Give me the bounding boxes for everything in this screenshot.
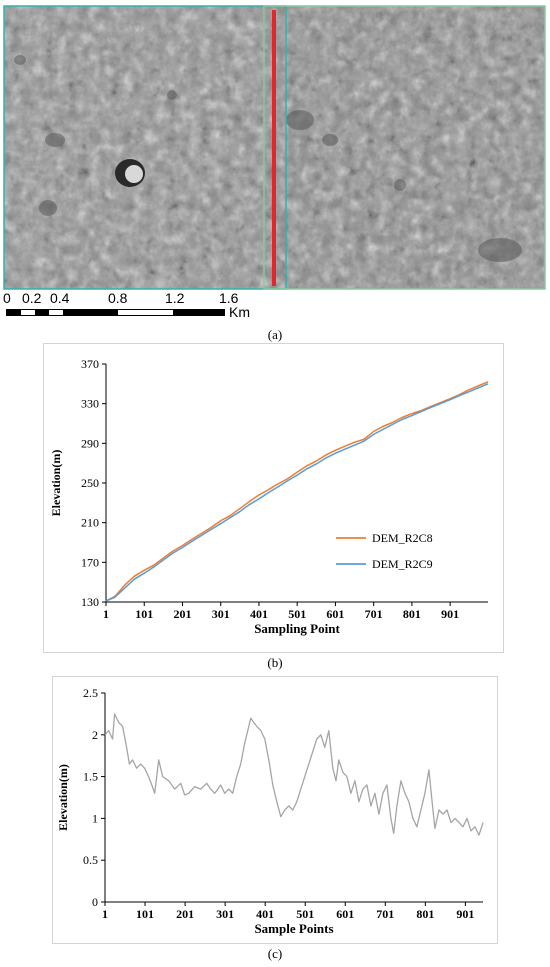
x-tick-label: 301 — [212, 607, 230, 621]
x-tick-label: 701 — [365, 607, 383, 621]
x-tick-label: 701 — [376, 907, 394, 921]
scale-tick-label: 1.6 — [219, 290, 239, 306]
chart-b: 130 170 210 250 290 330 370 1 101 201 301 401 501 601… — [49, 357, 489, 636]
scale-unit: Km — [229, 304, 250, 320]
y-tick-label: 0 — [92, 895, 98, 909]
x-tick-label: 1 — [103, 607, 109, 621]
dark-patches — [14, 55, 522, 262]
series-line-dem-r2c9 — [105, 383, 489, 602]
scale-bar: 0 0.2 0.4 0.8 1.2 1.6 Km — [0, 290, 280, 326]
caption-a: (a) — [267, 327, 283, 342]
y-tick-label: 2.5 — [83, 686, 98, 700]
y-tick-label: 330 — [81, 397, 99, 411]
x-tick-label: 601 — [336, 907, 354, 921]
scale-tick-label: 0.8 — [108, 290, 128, 306]
series-line-dem-r2c8 — [105, 381, 489, 602]
y-tick-label: 210 — [81, 516, 99, 530]
x-tick-label: 101 — [135, 607, 153, 621]
x-tick-label: 801 — [403, 607, 421, 621]
chart-b-frame: 130 170 210 250 290 330 370 1 101 201 301 401 501 601… — [43, 343, 504, 653]
series-line-1 — [104, 713, 484, 836]
x-tick-label: 901 — [456, 907, 474, 921]
caption-c: (c) — [267, 946, 283, 961]
x-tick-label: 801 — [416, 907, 434, 921]
chart-c-frame: 0 0.5 1 1.5 2 2.5 1 101 201 301 401 501 601 701 801 901… — [52, 676, 498, 944]
y-tick-label: 1.5 — [83, 770, 98, 784]
crater-large — [115, 159, 145, 187]
x-tick-label: 601 — [326, 607, 344, 621]
tile-left — [4, 6, 286, 289]
caption-b: (b) — [267, 655, 283, 670]
legend-label: DEM_R2C8 — [372, 531, 433, 545]
x-tick-label: 901 — [441, 607, 459, 621]
scale-tick-label: 1.2 — [165, 290, 185, 306]
scale-bar-segments — [6, 309, 225, 316]
lunar-terrain-image — [3, 5, 546, 290]
y-tick-label: 250 — [81, 476, 99, 490]
x-axis-label: Sampling Point — [254, 621, 340, 636]
x-tick-label: 401 — [256, 907, 274, 921]
scale-tick-label: 0.2 — [22, 290, 42, 306]
x-tick-label: 201 — [173, 607, 191, 621]
y-tick-label: 370 — [81, 357, 99, 371]
y-axis-label: Elevation(m) — [56, 764, 70, 831]
chart-c: 0 0.5 1 1.5 2 2.5 1 101 201 301 401 501 601 701 801 901… — [56, 686, 484, 936]
x-tick-label: 501 — [288, 607, 306, 621]
x-tick-label: 501 — [296, 907, 314, 921]
y-tick-label: 290 — [81, 436, 99, 450]
y-tick-label: 170 — [81, 555, 99, 569]
x-tick-label: 1 — [102, 907, 108, 921]
y-tick-label: 1 — [92, 811, 98, 825]
y-axis-label: Elevation(m) — [49, 450, 63, 517]
y-tick-label: 0.5 — [83, 853, 98, 867]
scale-tick-label: 0 — [3, 290, 11, 306]
tile-right-border — [263, 5, 546, 290]
x-tick-label: 301 — [216, 907, 234, 921]
panel-a: 0 0.2 0.4 0.8 1.2 1.6 Km — [0, 0, 550, 345]
x-tick-label: 201 — [176, 907, 194, 921]
y-tick-label: 2 — [92, 728, 98, 742]
scale-tick-label: 0.4 — [50, 290, 70, 306]
y-tick-label: 130 — [81, 595, 99, 609]
legend-label: DEM_R2C9 — [372, 557, 433, 571]
x-tick-label: 101 — [136, 907, 154, 921]
x-tick-label: 401 — [250, 607, 268, 621]
x-axis-label: Sample Points — [254, 921, 333, 936]
tile-left-border — [3, 5, 287, 290]
